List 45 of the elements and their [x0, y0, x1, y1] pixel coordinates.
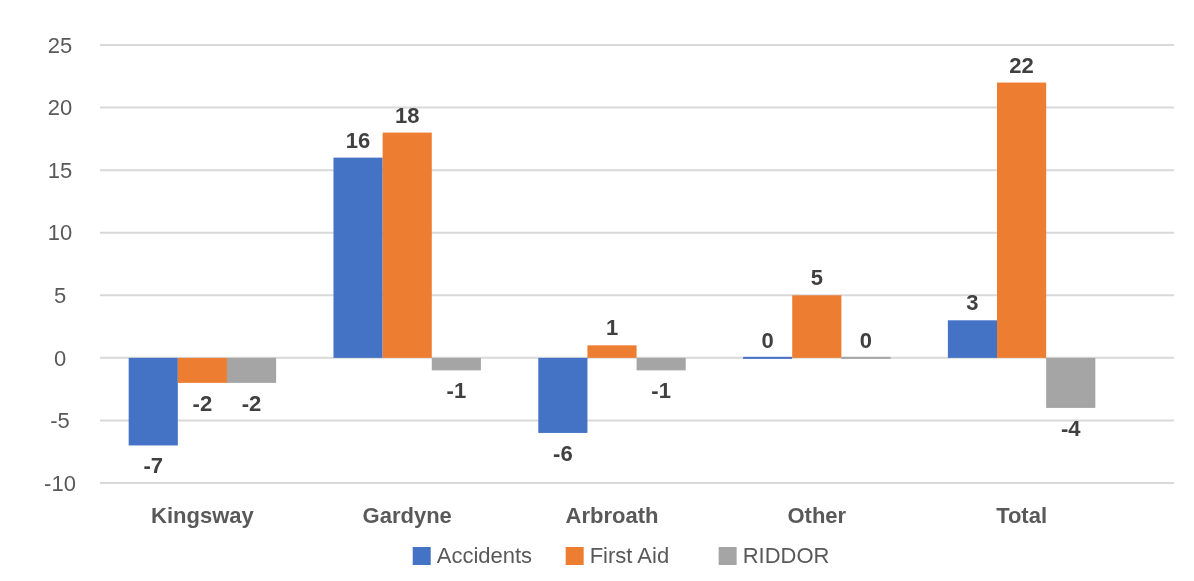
data-label: -1	[651, 378, 671, 404]
bar	[997, 82, 1047, 358]
data-label: -2	[192, 390, 213, 416]
data-label: 16	[345, 127, 371, 153]
data-label: 18	[394, 102, 420, 128]
data-label: 0	[761, 327, 774, 353]
x-tick-label: Kingsway	[151, 503, 255, 528]
bar	[226, 357, 277, 383]
y-tick-label: -5	[50, 408, 70, 434]
x-tick-label: Arbroath	[565, 503, 659, 528]
data-label: 3	[966, 290, 979, 316]
x-tick-label: Gardyne	[362, 503, 452, 528]
x-tick-label: Total	[996, 503, 1048, 528]
data-label: -6	[553, 440, 573, 466]
legend-label: First Aid	[589, 543, 670, 568]
bar	[538, 357, 588, 433]
data-label: -7	[143, 453, 164, 479]
data-label: 22	[1009, 52, 1034, 78]
bar	[333, 157, 383, 358]
y-tick-label: 15	[47, 157, 73, 183]
legend-label: RIDDOR	[742, 543, 830, 568]
bar	[792, 295, 842, 358]
y-tick-label: -10	[44, 470, 76, 496]
bar	[947, 320, 998, 358]
bar	[431, 357, 481, 371]
x-tick-label: Other	[787, 503, 847, 528]
data-label: -1	[446, 378, 467, 404]
bar	[587, 345, 637, 358]
y-tick-label: 25	[47, 32, 73, 58]
bar	[177, 357, 227, 383]
bar	[636, 357, 686, 371]
data-label: 1	[605, 315, 619, 341]
data-label: 0	[859, 327, 873, 353]
bar	[128, 357, 178, 446]
bar	[743, 356, 793, 359]
bar	[1046, 357, 1096, 408]
data-label: 5	[810, 265, 823, 291]
y-tick-label: 20	[47, 95, 73, 121]
y-tick-label: 5	[53, 282, 67, 308]
y-tick-label: 0	[53, 345, 67, 371]
data-label: -4	[1060, 415, 1082, 441]
bar	[382, 132, 432, 358]
data-label: -2	[241, 390, 262, 416]
y-tick-label: 10	[47, 220, 73, 246]
legend-label: Accidents	[436, 543, 533, 568]
